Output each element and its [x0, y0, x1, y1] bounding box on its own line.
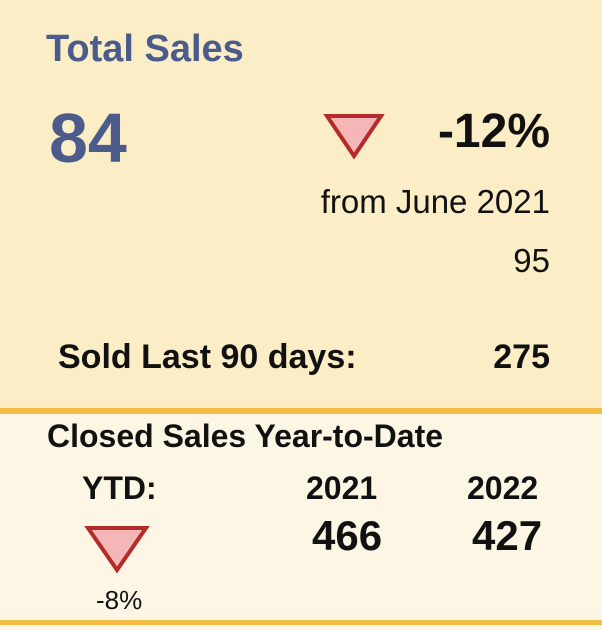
ytd-title: Closed Sales Year-to-Date — [47, 418, 444, 454]
change-percent: -12% — [437, 105, 550, 158]
down-triangle-icon — [323, 114, 385, 160]
total-sales-panel: Total Sales 84 -12% from June 2021 95 So… — [0, 0, 602, 408]
total-sales-value: 84 — [49, 99, 127, 177]
sold-last-90-label: Sold Last 90 days: — [58, 338, 357, 376]
ytd-value-2021: 466 — [312, 512, 383, 559]
ytd-panel — [0, 414, 602, 620]
previous-value: 95 — [513, 242, 550, 279]
bottom-divider — [0, 620, 602, 625]
ytd-year-2022: 2022 — [467, 470, 539, 506]
sold-last-90-value: 275 — [493, 338, 550, 376]
compare-label: from June 2021 — [320, 183, 550, 220]
ytd-year-2021: 2021 — [306, 470, 378, 506]
section-divider — [0, 408, 602, 414]
ytd-label: YTD: — [82, 470, 157, 506]
total-sales-title: Total Sales — [46, 28, 244, 70]
ytd-change-percent: -8% — [96, 585, 143, 615]
ytd-value-2022: 427 — [472, 512, 543, 559]
ytd-down-triangle-icon — [84, 526, 150, 574]
